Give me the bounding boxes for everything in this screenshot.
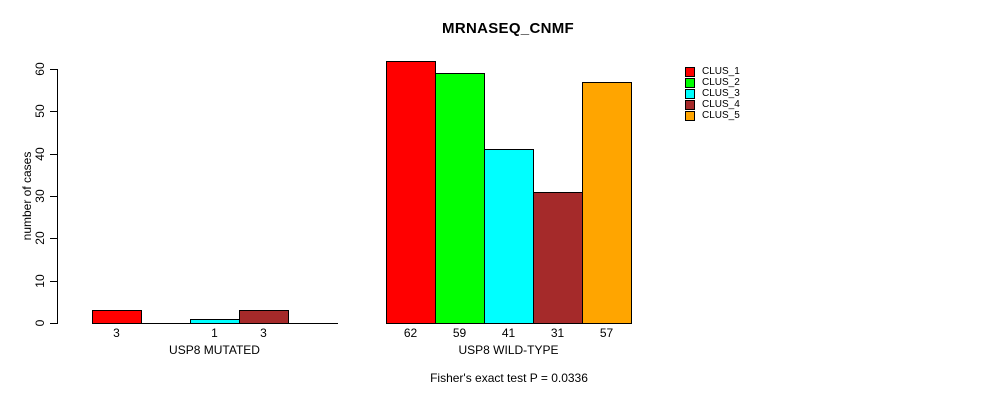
- x-group-label: USP8 WILD-TYPE: [458, 343, 559, 357]
- y-axis-label: number of cases: [20, 151, 34, 241]
- legend-swatch-clus-2: [685, 77, 695, 88]
- legend-swatch-clus-5: [685, 110, 695, 121]
- bar-value-label: 59: [452, 326, 467, 340]
- x-group-label: USP8 MUTATED: [169, 343, 260, 357]
- fisher-test-annotation: Fisher's exact test P = 0.0336: [430, 371, 588, 385]
- bar-value-label: 57: [599, 326, 614, 340]
- y-axis-line: [57, 69, 58, 324]
- bar-clus-3: [484, 149, 534, 324]
- bar-clus-3: [190, 319, 240, 324]
- legend-swatch-clus-1: [685, 66, 695, 77]
- bar-clus-1: [386, 61, 436, 324]
- legend-label: CLUS_1: [702, 66, 740, 77]
- bar-clus-2-zero: [141, 323, 191, 324]
- chart-title: MRNASEQ_CNMF: [442, 20, 574, 37]
- bar-clus-1: [92, 310, 142, 324]
- y-axis-tick: [50, 154, 57, 155]
- y-axis-tick-label: 50: [33, 104, 47, 118]
- legend-swatch-clus-3: [685, 88, 695, 99]
- bar-clus-5-zero: [288, 323, 338, 324]
- bar-clus-4: [239, 310, 289, 324]
- bar-clus-2: [435, 73, 485, 324]
- y-axis-tick: [50, 69, 57, 70]
- bar-value-label: 41: [501, 326, 516, 340]
- y-axis-tick: [50, 323, 57, 324]
- bar-value-label: 3: [260, 326, 267, 340]
- legend-label: CLUS_2: [702, 77, 740, 88]
- legend-label: CLUS_4: [702, 99, 740, 110]
- bar-clus-4: [533, 192, 583, 324]
- y-axis-tick-label: 40: [33, 147, 47, 161]
- legend-item: CLUS_5: [685, 110, 740, 121]
- bar-value-label: 62: [403, 326, 418, 340]
- legend-item: CLUS_2: [685, 77, 740, 88]
- y-axis-tick: [50, 196, 57, 197]
- bar-clus-5: [582, 82, 632, 324]
- legend: CLUS_1 CLUS_2 CLUS_3 CLUS_4 CLUS_5: [685, 66, 740, 121]
- y-axis-tick: [50, 281, 57, 282]
- legend-item: CLUS_4: [685, 99, 740, 110]
- bar-value-label: 3: [113, 326, 120, 340]
- y-axis-tick-label: 10: [33, 274, 47, 288]
- y-axis-tick-label: 60: [33, 62, 47, 76]
- legend-swatch-clus-4: [685, 99, 695, 110]
- legend-item: CLUS_1: [685, 66, 740, 77]
- legend-label: CLUS_5: [702, 110, 740, 121]
- y-axis-tick-label: 0: [33, 319, 47, 327]
- bar-value-label: 31: [550, 326, 565, 340]
- y-axis-tick-label: 30: [33, 189, 47, 203]
- y-axis-tick: [50, 238, 57, 239]
- legend-item: CLUS_3: [685, 88, 740, 99]
- y-axis-tick-label: 20: [33, 231, 47, 245]
- bar-value-label: 1: [211, 326, 218, 340]
- legend-label: CLUS_3: [702, 88, 740, 99]
- y-axis-tick: [50, 111, 57, 112]
